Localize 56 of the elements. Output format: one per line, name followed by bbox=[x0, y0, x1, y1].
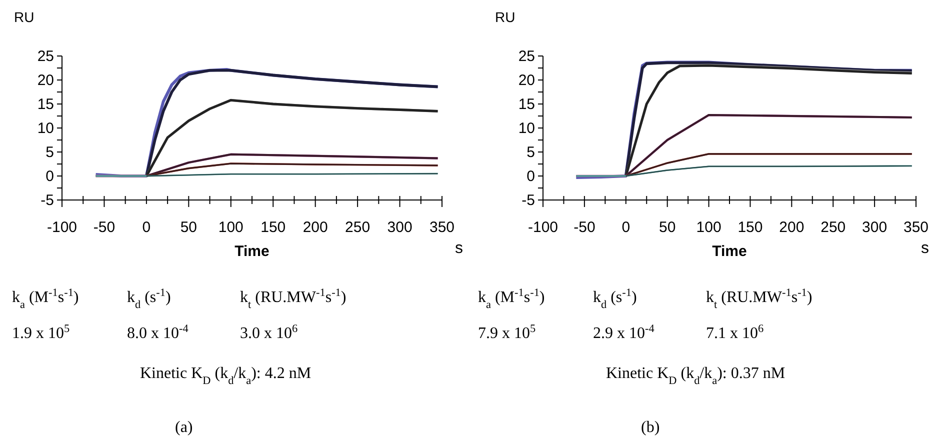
y-tick-label: -5 bbox=[40, 192, 54, 209]
text: 1.9 x 10$^{5}$ bbox=[12, 323, 70, 342]
text: 7.1 x 10$^{6}$ bbox=[706, 323, 764, 342]
y-tick-label: 5 bbox=[526, 144, 535, 161]
text: k$_{d}$ (s$^{-1}$) bbox=[127, 287, 171, 311]
y-tick-label: 5 bbox=[46, 144, 54, 161]
x-tick-label: 350 bbox=[429, 219, 455, 236]
x-tick-label: 0 bbox=[622, 219, 630, 236]
y-axis-title: RU bbox=[14, 9, 34, 25]
y-tick-label: 25 bbox=[37, 48, 54, 65]
x-tick-label: 150 bbox=[260, 219, 286, 236]
x-tick-label: 0 bbox=[142, 219, 151, 236]
y-tick-label: 25 bbox=[518, 48, 535, 65]
text: Kinetic K$_{D}$ (k$_{d}$/k$_{a}$): 4.2 nM bbox=[140, 365, 312, 387]
x-axis-title: Time bbox=[712, 243, 747, 260]
y-tick-label: 10 bbox=[37, 120, 54, 137]
x-tick-label: 200 bbox=[779, 219, 804, 236]
x-tick-label: 50 bbox=[658, 219, 676, 236]
x-tick-label: 350 bbox=[903, 219, 929, 236]
text: (a) bbox=[175, 419, 193, 436]
x-tick-label: -50 bbox=[93, 219, 116, 236]
text: s bbox=[921, 240, 929, 257]
x-tick-label: 100 bbox=[218, 219, 244, 236]
text: k$_{a}$ (M$^{-1}$s$^{-1}$) bbox=[12, 287, 79, 311]
text: (b) bbox=[641, 419, 660, 436]
y-tick-label: 20 bbox=[37, 72, 54, 89]
text: k$_{d}$ (s$^{-1}$) bbox=[593, 287, 637, 311]
x-tick-label: -100 bbox=[528, 219, 558, 236]
y-axis-title: RU bbox=[495, 9, 516, 25]
y-tick-label: 0 bbox=[46, 168, 54, 185]
text: 3.0 x 10$^{6}$ bbox=[240, 323, 298, 342]
x-tick-label: 250 bbox=[345, 219, 370, 236]
x-tick-label: -50 bbox=[574, 219, 596, 236]
text: 8.0 x 10$^{-4}$ bbox=[127, 323, 189, 342]
x-tick-label: 300 bbox=[862, 219, 888, 236]
text: s bbox=[455, 240, 463, 257]
y-tick-label: -5 bbox=[522, 192, 535, 209]
x-axis-title: Time bbox=[234, 243, 270, 260]
y-tick-label: 0 bbox=[526, 168, 535, 185]
y-tick-label: 20 bbox=[518, 72, 535, 89]
text: k$_{a}$ (M$^{-1}$s$^{-1}$) bbox=[478, 287, 545, 311]
y-tick-label: 15 bbox=[37, 96, 54, 113]
x-tick-label: 100 bbox=[696, 219, 722, 236]
text: 7.9 x 10$^{5}$ bbox=[478, 323, 536, 342]
text: k$_{t}$ (RU.MW$^{-1}$s$^{-1}$) bbox=[706, 287, 812, 311]
x-tick-label: 300 bbox=[387, 219, 412, 236]
x-tick-label: -100 bbox=[46, 219, 78, 236]
x-tick-label: 200 bbox=[302, 219, 328, 236]
x-tick-label: 250 bbox=[820, 219, 846, 236]
y-tick-label: 10 bbox=[518, 120, 535, 137]
y-tick-label: 15 bbox=[518, 96, 535, 113]
x-tick-label: 150 bbox=[738, 219, 763, 236]
text: Kinetic K$_{D}$ (k$_{d}$/k$_{a}$): 0.37 nM bbox=[606, 365, 786, 387]
text: k$_{t}$ (RU.MW$^{-1}$s$^{-1}$) bbox=[240, 287, 346, 311]
x-tick-label: 50 bbox=[180, 219, 198, 236]
text: 2.9 x 10$^{-4}$ bbox=[593, 323, 655, 342]
